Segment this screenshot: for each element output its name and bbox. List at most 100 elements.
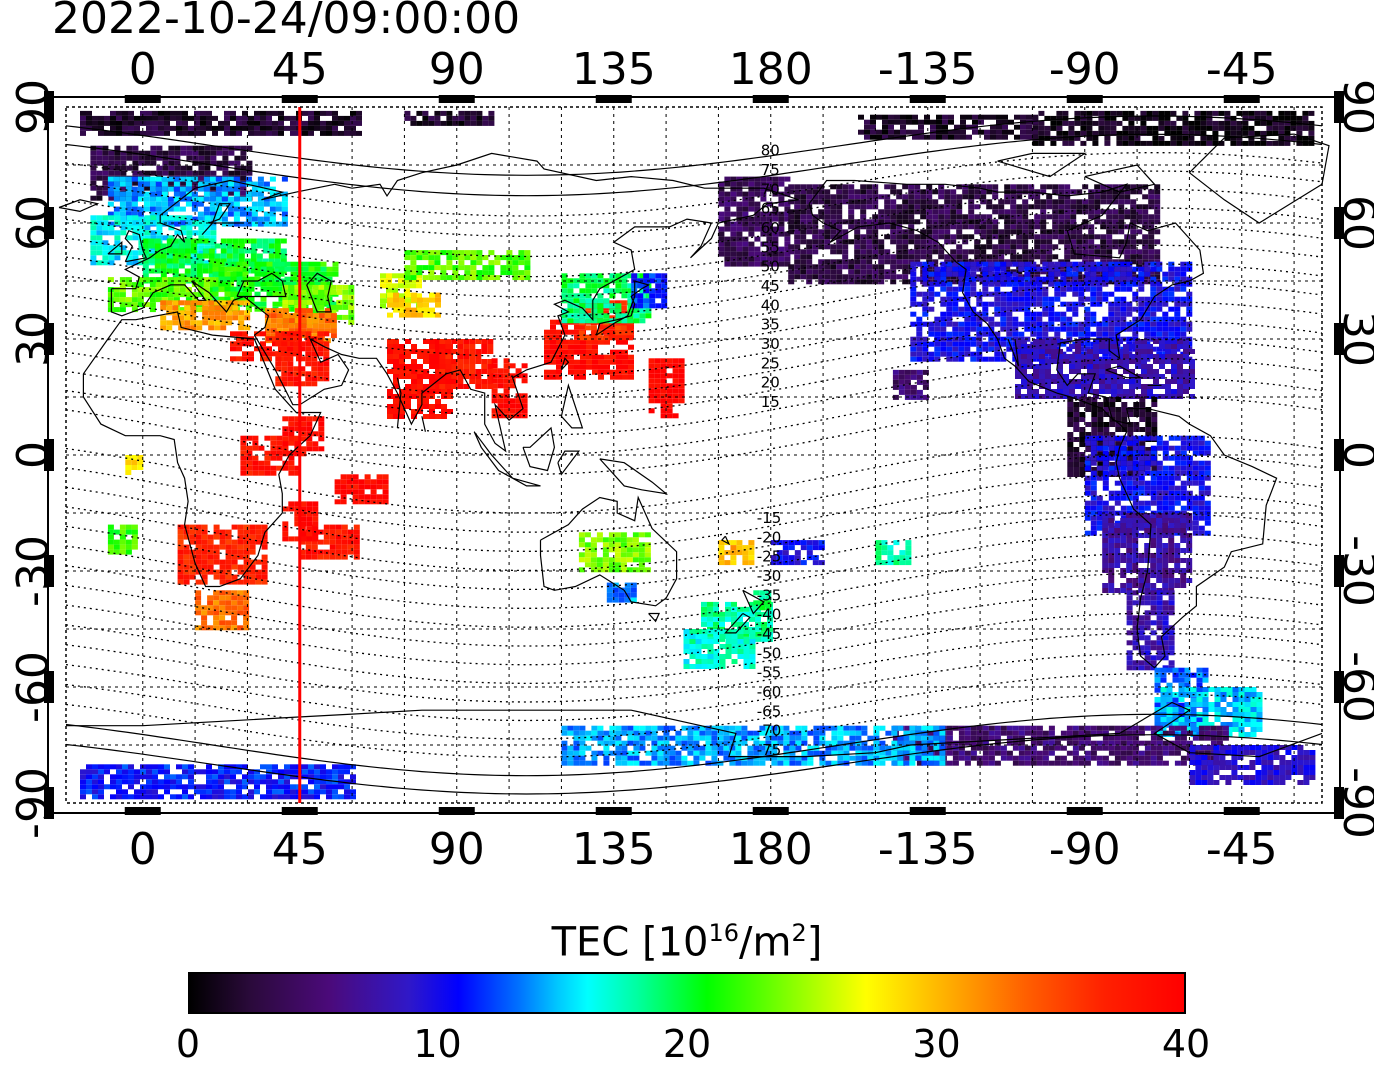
tec-cell xyxy=(1212,120,1219,126)
tec-cell xyxy=(435,399,441,404)
tec-cell xyxy=(574,359,580,365)
tec-cell xyxy=(244,325,251,331)
tec-cell xyxy=(476,115,483,121)
tec-cell xyxy=(800,199,807,205)
tec-cell xyxy=(1012,276,1019,282)
tec-cell xyxy=(878,244,885,250)
tec-cell xyxy=(1106,244,1113,250)
tec-cell xyxy=(916,336,923,342)
tec-cell xyxy=(956,199,963,205)
tec-cell xyxy=(1174,276,1181,282)
tec-cell xyxy=(119,191,126,197)
tec-cell xyxy=(1015,364,1021,369)
tec-cell xyxy=(282,284,289,290)
tec-cell xyxy=(399,389,405,394)
tec-cell xyxy=(116,120,122,126)
tec-cell xyxy=(324,299,331,305)
tec-cell xyxy=(908,239,915,245)
tec-cell xyxy=(1014,124,1020,130)
tec-cell xyxy=(754,211,761,217)
tec-cell xyxy=(198,230,205,236)
tec-cell xyxy=(260,120,266,126)
tec-cell xyxy=(342,284,349,290)
tec-cell xyxy=(604,324,610,330)
tec-cell xyxy=(110,130,116,136)
tec-cell xyxy=(1096,291,1103,297)
tec-cell xyxy=(428,250,435,256)
tec-cell xyxy=(1124,209,1131,215)
tec-cell xyxy=(1142,224,1149,230)
tec-cell xyxy=(1024,281,1031,287)
tec-cell xyxy=(206,115,212,121)
tec-cell xyxy=(182,120,188,126)
tec-cell xyxy=(179,221,186,227)
tec-cell xyxy=(976,336,983,342)
tec-cell xyxy=(1040,239,1047,245)
tec-cell xyxy=(824,209,831,215)
tec-cell xyxy=(224,271,231,277)
tec-cell xyxy=(748,181,755,187)
tec-cell xyxy=(946,271,953,277)
tec-cell xyxy=(1020,114,1026,120)
tec-cell xyxy=(272,120,278,126)
tec-cell xyxy=(866,204,873,210)
tec-cell xyxy=(643,288,650,294)
tec-cell xyxy=(648,393,655,399)
tec-cell xyxy=(1162,271,1169,277)
tec-cell xyxy=(126,255,133,261)
tec-cell xyxy=(597,318,604,324)
tec-cell xyxy=(952,271,959,277)
tec-cell xyxy=(1066,286,1073,292)
tec-cell xyxy=(178,248,185,254)
tec-cell xyxy=(230,115,236,121)
tec-cell xyxy=(238,238,245,244)
tec-cell xyxy=(994,346,1001,352)
tec-cell xyxy=(836,244,843,250)
tec-cell xyxy=(1236,140,1243,146)
tec-cell xyxy=(848,199,855,205)
tec-cell xyxy=(567,283,574,289)
tec-cell xyxy=(556,369,562,375)
tec-cell xyxy=(984,134,990,140)
tec-cell xyxy=(524,255,531,261)
tec-cell xyxy=(585,313,592,319)
tec-cell xyxy=(1200,125,1207,131)
tec-cell xyxy=(452,275,459,281)
tec-cell xyxy=(1146,115,1153,121)
tec-cell xyxy=(475,374,482,379)
tec-cell xyxy=(170,115,176,121)
tec-cell xyxy=(116,110,122,116)
tec-cell xyxy=(916,346,923,352)
tec-cell xyxy=(968,214,975,220)
tec-cell xyxy=(928,321,935,327)
tec-cell xyxy=(996,129,1002,135)
tec-cell xyxy=(615,283,622,289)
tec-cell xyxy=(922,301,929,307)
tec-cell xyxy=(233,216,240,222)
tec-cell xyxy=(950,199,957,205)
tec-cell xyxy=(626,330,633,336)
tec-cell xyxy=(228,170,235,176)
tec-cell xyxy=(736,181,743,187)
tec-cell xyxy=(224,115,230,121)
tec-cell xyxy=(114,155,121,161)
tec-cell xyxy=(1136,219,1143,225)
tec-cell xyxy=(992,224,999,230)
tec-cell xyxy=(568,344,574,350)
tec-cell xyxy=(964,316,971,322)
tec-cell xyxy=(518,250,525,256)
tec-cell xyxy=(149,176,156,182)
tec-cell xyxy=(463,364,470,369)
tec-cell xyxy=(1128,110,1135,116)
tec-cell xyxy=(1260,130,1267,136)
tec-cell xyxy=(274,243,281,249)
tec-cell xyxy=(1200,135,1207,141)
tec-cell xyxy=(1112,214,1119,220)
tec-cell xyxy=(260,286,267,292)
tec-cell xyxy=(940,321,947,327)
tec-cell xyxy=(1140,115,1147,121)
tec-cell xyxy=(506,270,513,276)
tec-cell xyxy=(1010,204,1017,210)
tec-cell xyxy=(1142,214,1149,220)
tec-cell xyxy=(1296,135,1303,141)
